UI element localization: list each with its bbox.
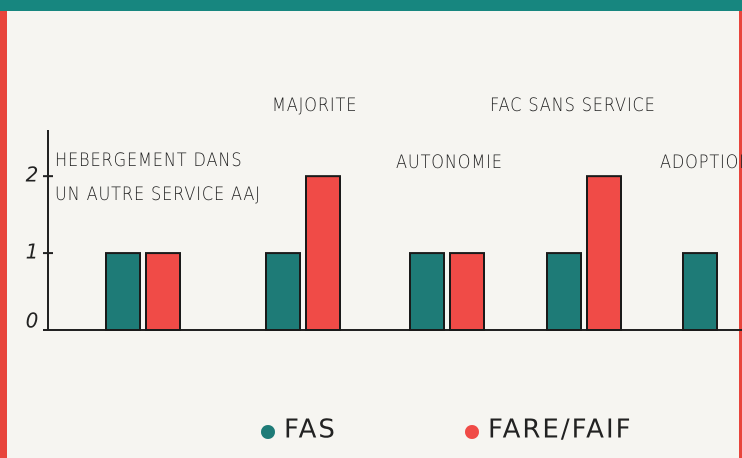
category-label: HEBERGEMENT DANS UN AUTRE SERVICE AAJ	[55, 149, 261, 205]
top-banner	[0, 0, 742, 11]
legend-marker	[261, 425, 275, 439]
legend-label: FARE/FAIF	[488, 415, 633, 445]
bar	[586, 175, 622, 331]
category-label: MAJORITE	[272, 94, 358, 116]
category-label: FAC SANS SERVICE	[490, 94, 656, 116]
bar	[546, 252, 582, 331]
y-tick-label: 1	[26, 240, 39, 264]
bar	[409, 252, 445, 331]
bar	[105, 252, 141, 331]
bar	[449, 252, 485, 331]
legend-label: FAS	[284, 415, 337, 445]
bar	[265, 252, 301, 331]
legend-marker	[465, 425, 479, 439]
left-border	[0, 11, 7, 458]
bar	[305, 175, 341, 331]
y-tick-label: 0	[26, 309, 39, 333]
bar	[682, 252, 718, 331]
category-label: ADOPTION	[660, 151, 742, 173]
category-label: AUTONOMIE	[396, 151, 503, 173]
bar	[145, 252, 181, 331]
y-tick-label: 2	[26, 163, 39, 187]
right-border	[739, 11, 742, 458]
